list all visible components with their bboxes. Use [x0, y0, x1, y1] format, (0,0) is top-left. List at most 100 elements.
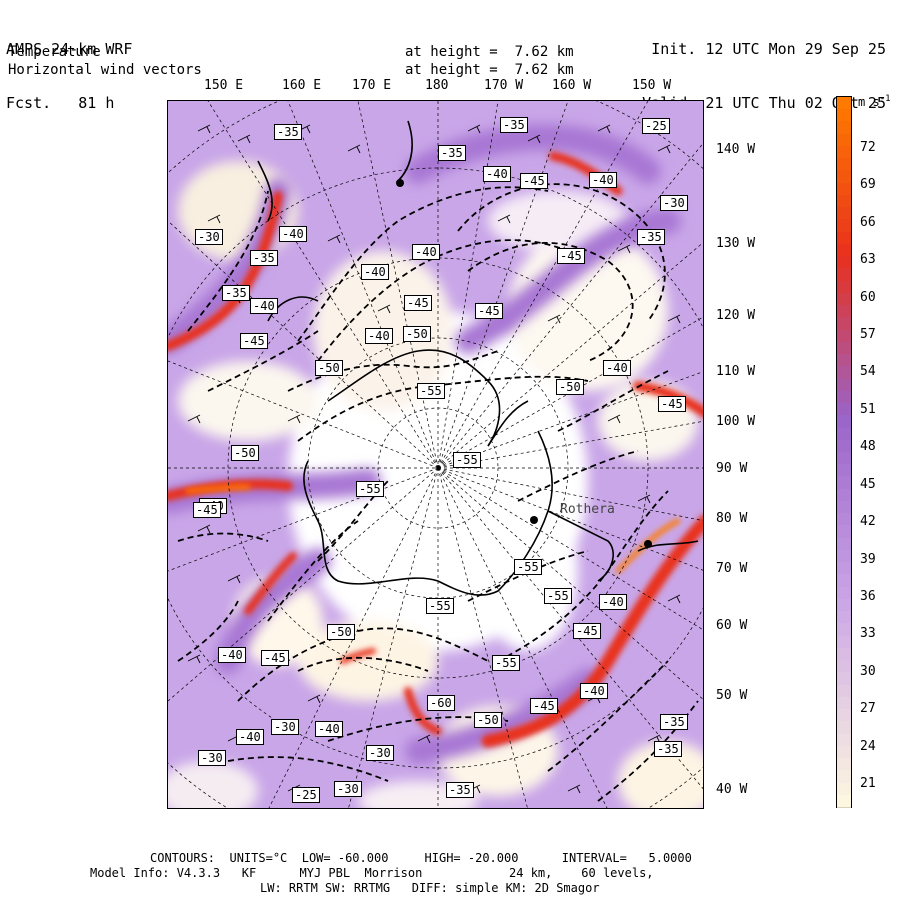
lon-label: 160 E: [282, 78, 322, 93]
contour-label: -40: [589, 172, 617, 188]
lon-label: 40 W: [716, 782, 748, 797]
colorbar-tick-label: 27: [860, 701, 876, 717]
colorbar-tick-label: 42: [860, 514, 876, 530]
contour-label: -35: [654, 741, 682, 757]
lon-label: 150 W: [632, 78, 672, 93]
lon-label: 100 W: [716, 414, 756, 429]
contour-label: -30: [271, 719, 299, 735]
lon-label: 160 W: [552, 78, 592, 93]
header-left: AMPS 24-km WRF Fcst. 81 h: [6, 4, 132, 130]
field-wind: Horizontal wind vectors: [8, 62, 202, 78]
contour-label: -35: [637, 229, 665, 245]
contour-label: -50: [403, 326, 431, 342]
contour-label: -45: [530, 698, 558, 714]
lon-label: 120 W: [716, 308, 756, 323]
colorbar-tick-label: 51: [860, 401, 876, 417]
colorbar-tick-label: 60: [860, 289, 876, 305]
contour-label: -40: [412, 244, 440, 260]
model-title: AMPS 24-km WRF: [6, 40, 133, 58]
contour-label: -50: [556, 379, 584, 395]
forecast-hour: Fcst. 81 h: [6, 94, 115, 112]
colorbar-tick-label: 66: [860, 214, 876, 230]
contour-label: -45: [573, 623, 601, 639]
coastline: [257, 120, 699, 596]
colorbar-tick-label: 36: [860, 588, 876, 604]
contour-label: -45: [193, 502, 221, 518]
lon-label: 110 W: [716, 364, 756, 379]
graticule: [168, 101, 703, 808]
lon-label: 130 W: [716, 236, 756, 251]
lon-label: 70 W: [716, 561, 748, 576]
contour-label: -40: [580, 683, 608, 699]
station-marker: [644, 540, 652, 548]
contour-label: -50: [474, 712, 502, 728]
lon-label: 80 W: [716, 511, 748, 526]
station-label-rothera: Rothera: [560, 502, 615, 517]
colorbar-tick-label: 33: [860, 626, 876, 642]
colorbar-tick-label: 63: [860, 252, 876, 268]
colorbar-unit: m s-1: [858, 94, 891, 109]
station-marker: [530, 516, 538, 524]
contour-label: -55: [544, 588, 572, 604]
lon-label: 170 E: [352, 78, 392, 93]
footer-contours: CONTOURS: UNITS=°C LOW= -60.000 HIGH= -2…: [150, 851, 692, 865]
contour-label: -40: [218, 647, 246, 663]
contour-label: -35: [222, 285, 250, 301]
contour-label: -55: [514, 559, 542, 575]
contour-label: -35: [250, 250, 278, 266]
contour-label: -55: [453, 452, 481, 468]
colorbar-segment: [837, 794, 851, 809]
contour-label: -30: [660, 195, 688, 211]
colorbar-tick-label: 21: [860, 776, 876, 791]
contour-label: -40: [250, 298, 278, 314]
contour-label: -35: [500, 117, 528, 133]
contour-label: -45: [240, 333, 268, 349]
lon-label: 170 W: [484, 78, 524, 93]
contour-label: -50: [231, 445, 259, 461]
contour-label: -50: [315, 360, 343, 376]
colorbar-tick-label: 30: [860, 663, 876, 679]
contour-label: -40: [365, 328, 393, 344]
colorbar-tick-label: 24: [860, 738, 876, 754]
contour-label: -35: [274, 124, 302, 140]
lon-label: 150 E: [204, 78, 244, 93]
contour-label: -25: [642, 118, 670, 134]
contour-label: -55: [492, 655, 520, 671]
footer-model-info: Model Info: V4.3.3 KF MYJ PBL Morrison 2…: [90, 866, 654, 880]
wind-barbs: [187, 124, 681, 794]
contour-label: -30: [334, 781, 362, 797]
colorbar-tick-label: 45: [860, 476, 876, 492]
colorbar-tick-label: 69: [860, 177, 876, 193]
contour-label: -55: [417, 383, 445, 399]
contour-label: -40: [599, 594, 627, 610]
lon-label: 50 W: [716, 688, 748, 703]
init-time: Init. 12 UTC Mon 29 Sep 25: [651, 40, 886, 58]
contour-label: -55: [356, 481, 384, 497]
height-wind: at height = 7.62 km: [405, 62, 574, 78]
colorbar-tick-label: 54: [860, 364, 876, 380]
contour-label: -45: [261, 650, 289, 666]
contour-label: -40: [361, 264, 389, 280]
contour-label: -55: [426, 598, 454, 614]
contour-label: -35: [438, 145, 466, 161]
contour-label: -30: [366, 745, 394, 761]
contour-label: -45: [557, 248, 585, 264]
contour-label: -30: [198, 750, 226, 766]
colorbar-tick-label: 48: [860, 439, 876, 455]
contour-label: -35: [446, 782, 474, 798]
contour-label: -40: [603, 360, 631, 376]
contour-label: -30: [195, 229, 223, 245]
colorbar: [836, 96, 852, 809]
contour-label: -35: [660, 714, 688, 730]
contour-label: -40: [483, 166, 511, 182]
contour-label: -60: [427, 695, 455, 711]
contour-label: -45: [658, 396, 686, 412]
station-marker: [396, 179, 404, 187]
lon-label: 60 W: [716, 618, 748, 633]
height-temperature: at height = 7.62 km: [405, 44, 574, 60]
contour-label: -40: [236, 729, 264, 745]
contour-label: -40: [315, 721, 343, 737]
contour-label: -40: [279, 226, 307, 242]
map-svg: [168, 101, 703, 808]
contour-label: -45: [475, 303, 503, 319]
